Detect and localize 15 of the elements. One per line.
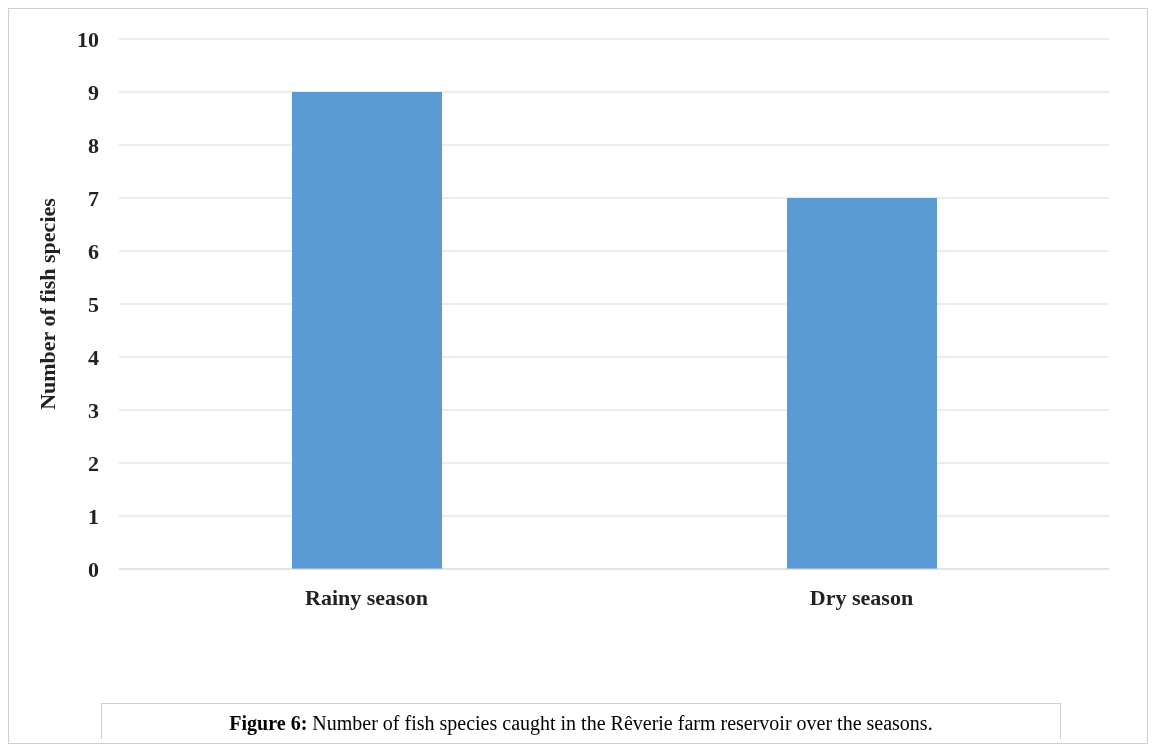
y-tick-label: 9	[88, 79, 99, 105]
y-tick-label: 4	[88, 344, 99, 370]
x-tick-label: Rainy season	[305, 584, 428, 610]
y-tick-label: 3	[88, 397, 99, 423]
y-tick-label: 8	[88, 132, 99, 158]
y-tick-label: 1	[88, 503, 99, 529]
y-tick-label: 0	[88, 556, 99, 582]
y-tick-label: 5	[88, 291, 99, 317]
y-tick-label: 7	[88, 185, 99, 211]
y-tick-label: 2	[88, 450, 99, 476]
y-axis-title: Number of fish species	[34, 197, 60, 410]
x-tick-label: Dry season	[809, 584, 914, 610]
y-tick-label: 10	[77, 26, 99, 52]
caption: Figure 6: Number of fish species caught in the Rêverie farm reservoir over the seasons.	[229, 712, 933, 734]
y-tick-label: 6	[88, 238, 99, 264]
